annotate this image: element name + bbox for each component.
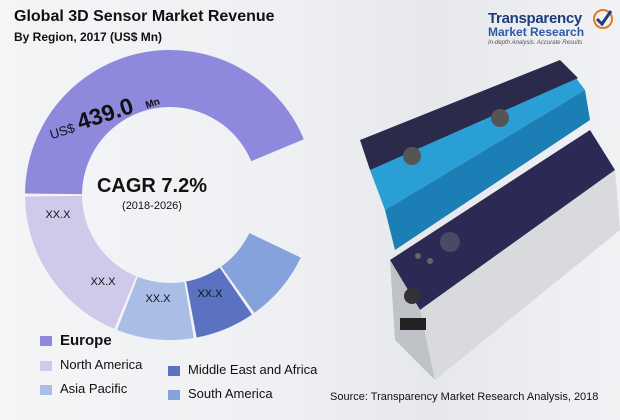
donut-slice-south-america bbox=[221, 233, 301, 313]
north-america-value-label: XX.X bbox=[45, 209, 71, 221]
legend-swatch-asia-pacific bbox=[40, 384, 52, 395]
south-america-value-label: XX.X bbox=[197, 288, 223, 300]
sensor-product-image bbox=[360, 60, 620, 380]
middle-east-africa-value-label: XX.X bbox=[145, 293, 171, 305]
donut-slice-europe bbox=[25, 50, 304, 195]
legend-label-europe: Europe bbox=[60, 332, 112, 349]
brand-logo: Transparency Market Research In-depth An… bbox=[488, 9, 614, 60]
legend-swatch-north-america bbox=[40, 360, 52, 371]
logo-tagline: In-depth Analysis. Accurate Results bbox=[488, 40, 583, 46]
legend-item-middle-east-africa: Middle East and Africa bbox=[168, 362, 317, 377]
chart-subtitle: By Region, 2017 (US$ Mn) bbox=[14, 30, 163, 44]
donut-slice-middle-east-africa bbox=[186, 267, 252, 338]
legend-item-north-america: North America bbox=[40, 357, 142, 372]
legend-label-middle-east-africa: Middle East and Africa bbox=[188, 362, 318, 377]
logo-sub: Market Research bbox=[488, 25, 585, 39]
cagr-period: (2018-2026) bbox=[122, 200, 182, 212]
donut-slice-asia-pacific bbox=[117, 276, 194, 341]
legend-swatch-europe bbox=[40, 336, 52, 347]
legend-label-north-america: North America bbox=[60, 357, 143, 372]
checkmark-icon bbox=[593, 9, 613, 29]
legend-swatch-south-america bbox=[168, 389, 180, 400]
legend-swatch-middle-east-africa bbox=[168, 365, 180, 376]
asia-pacific-value-label: XX.X bbox=[90, 276, 116, 288]
legend-label-asia-pacific: Asia Pacific bbox=[60, 381, 128, 396]
logo-name: Transparency bbox=[488, 10, 582, 27]
source-note: Source: Transparency Market Research Ana… bbox=[330, 391, 599, 403]
cagr-label: CAGR 7.2% bbox=[97, 175, 207, 197]
legend-label-south-america: South America bbox=[188, 386, 273, 401]
donut-slice-north-america bbox=[25, 195, 137, 329]
europe-value-suffix: Mn bbox=[144, 96, 161, 111]
legend-item-south-america: South America bbox=[168, 386, 273, 401]
legend-item-asia-pacific: Asia Pacific bbox=[40, 381, 127, 396]
legend-item-europe: Europe bbox=[40, 332, 112, 349]
chart-title: Global 3D Sensor Market Revenue bbox=[14, 8, 275, 25]
